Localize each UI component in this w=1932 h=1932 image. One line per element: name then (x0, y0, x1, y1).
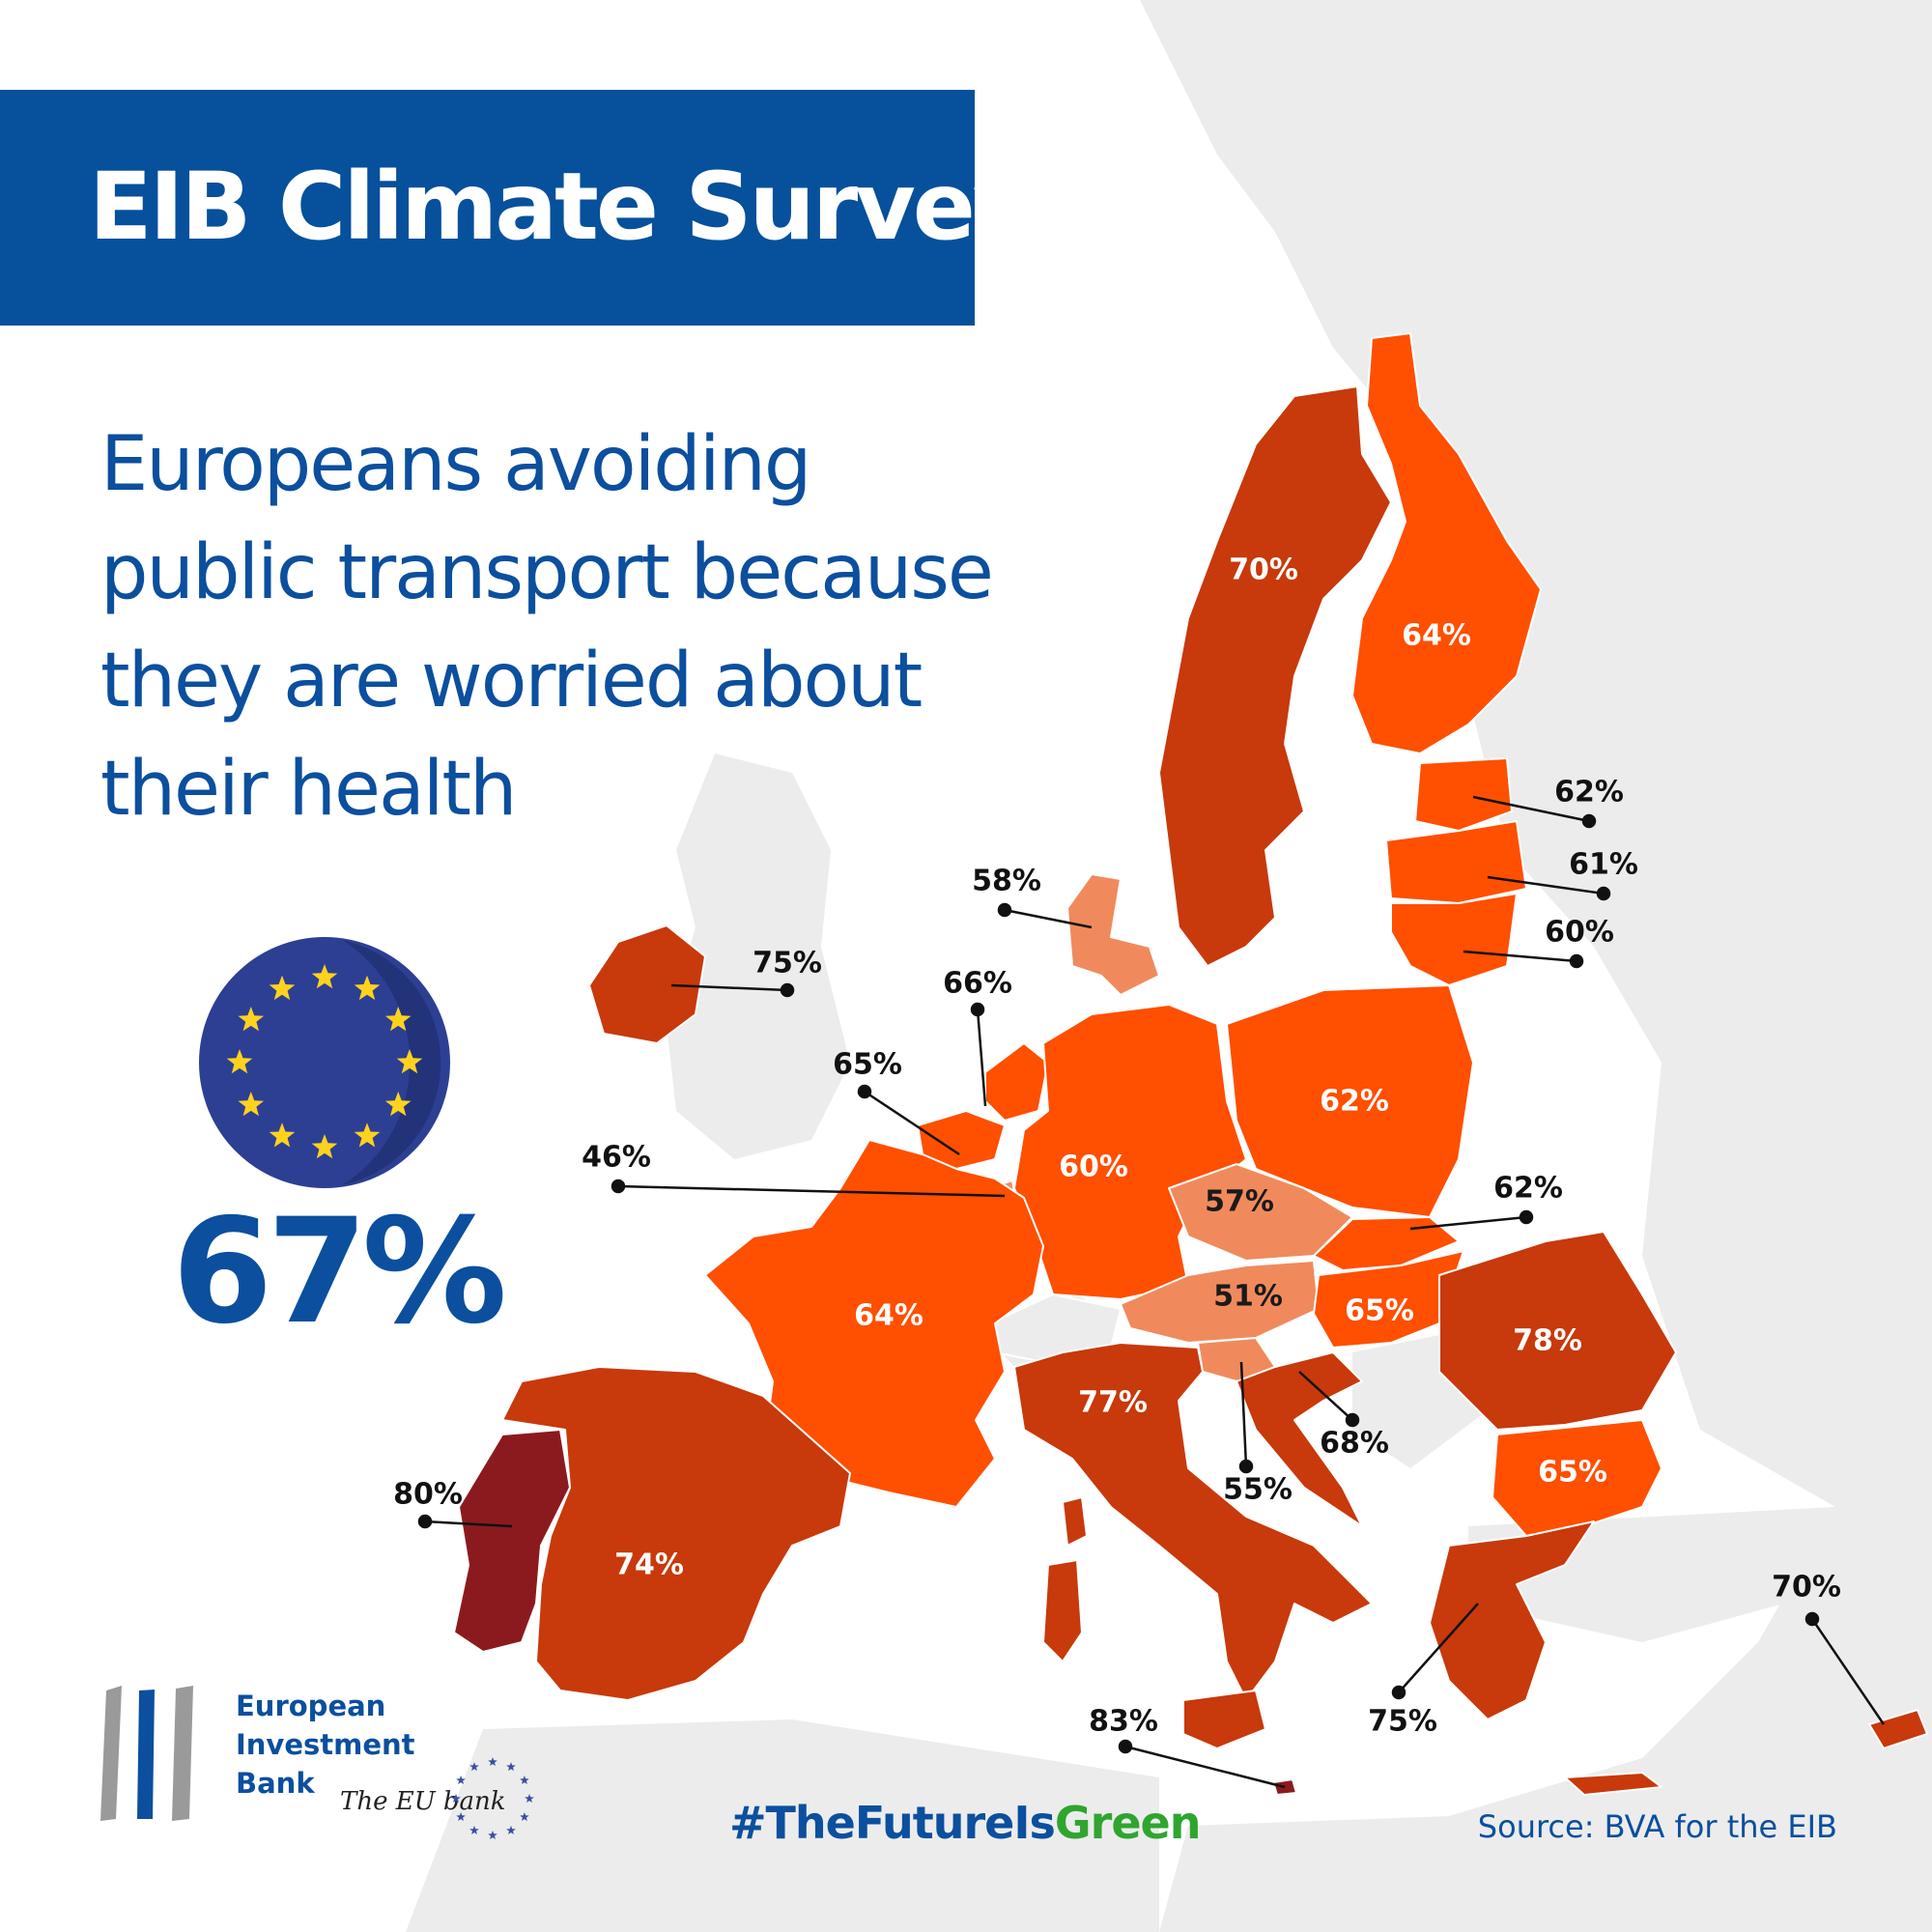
logo-line: European (236, 1690, 386, 1722)
country-cyprus (1868, 1709, 1928, 1749)
headline: Europeans avoiding public transport beca… (100, 411, 1163, 843)
country-spain (501, 1366, 851, 1701)
label-latvia: 61% (1569, 847, 1638, 882)
flag-star-icon (354, 975, 381, 1001)
label-bulgaria: 65% (1538, 1455, 1607, 1490)
country-crete (1564, 1772, 1662, 1796)
label-estonia: 62% (1554, 775, 1624, 810)
label-croatia: 68% (1320, 1426, 1389, 1461)
country-france (704, 1139, 1044, 1508)
logo-star-icon (525, 1794, 534, 1803)
eu-bank-tagline: The EU bank (340, 1787, 506, 1816)
label-belgium: 65% (833, 1047, 902, 1082)
eu-flag-icon (199, 937, 450, 1188)
logo-line: Bank (236, 1767, 315, 1800)
logo-star-icon (451, 1794, 461, 1803)
label-italy: 77% (1078, 1385, 1148, 1420)
eu-average-value: 67% (172, 1188, 507, 1356)
country-romania (1438, 1231, 1677, 1431)
flag-star-icon (238, 1092, 265, 1117)
hashtag-part1: #TheFutureIs (729, 1797, 1056, 1849)
logo-star-icon (488, 1831, 497, 1839)
hashtag: #TheFutureIsGreen (729, 1797, 1202, 1849)
background-land (406, 0, 1932, 1932)
label-cyprus: 70% (1772, 1570, 1841, 1605)
label-portugal: 80% (393, 1477, 463, 1512)
flag-star-icon (384, 1007, 412, 1032)
label-romania: 78% (1513, 1323, 1582, 1358)
logo-star-icon (506, 1825, 516, 1834)
logo-star-icon (520, 1776, 529, 1784)
flag-star-icon (238, 1007, 265, 1032)
country-netherlands (984, 1042, 1049, 1122)
country-bulgaria (1492, 1419, 1662, 1537)
logo-star-icon (469, 1762, 479, 1772)
label-hungary: 65% (1345, 1293, 1414, 1328)
label-greece: 75% (1368, 1704, 1437, 1739)
country-croatia (1236, 1351, 1363, 1527)
logo-star-icon (520, 1812, 529, 1821)
hashtag-part2: Green (1054, 1797, 1202, 1849)
flag-star-icon (396, 1049, 423, 1074)
label-luxembourg: 46% (582, 1140, 651, 1175)
logo-star-icon (456, 1776, 466, 1784)
source-note: Source: BVA for the EIB (1477, 1808, 1837, 1845)
flag-star-icon (311, 1134, 338, 1159)
country-denmark (1066, 873, 1160, 996)
label-germany: 60% (1059, 1150, 1128, 1184)
label-slovakia: 62% (1493, 1171, 1563, 1206)
label-sweden: 70% (1229, 553, 1298, 587)
logo-line: Investment (236, 1728, 415, 1761)
label-spain: 74% (614, 1548, 684, 1582)
headline-line: public transport because (100, 529, 994, 616)
country-ireland (588, 924, 706, 1044)
title-banner (0, 90, 975, 326)
banner-title: EIB Climate Survey (89, 153, 1033, 261)
flag-star-icon (226, 1049, 253, 1074)
eib-logo-icon (100, 1686, 193, 1821)
country-greece (1429, 1520, 1595, 1720)
headline-line: they are worried about (100, 638, 923, 724)
eib-logo-text: European Investment Bank (236, 1687, 415, 1803)
country-corsica (1062, 1496, 1088, 1547)
flag-star-icon (354, 1122, 381, 1148)
flag-star-icon (269, 1122, 296, 1148)
label-austria: 51% (1213, 1279, 1283, 1314)
label-lithuania: 60% (1545, 915, 1614, 950)
logo-star-icon (488, 1757, 497, 1766)
country-estonia (1414, 757, 1513, 832)
star-ring-icon (451, 1757, 534, 1839)
label-finland: 64% (1402, 618, 1471, 653)
label-poland: 62% (1320, 1084, 1389, 1119)
country-hungary (1313, 1250, 1464, 1349)
country-lithuania (1390, 893, 1518, 986)
country-latvia (1385, 820, 1527, 904)
logo-star-icon (469, 1825, 479, 1834)
country-germany (1013, 1004, 1247, 1300)
logo-star-icon (506, 1762, 516, 1772)
headline-line: their health (100, 746, 517, 833)
logo-star-icon (456, 1812, 466, 1821)
country-sicily (1182, 1690, 1266, 1749)
label-france: 64% (854, 1298, 923, 1333)
label-denmark: 58% (972, 864, 1041, 898)
country-portugal (453, 1429, 571, 1653)
flag-star-icon (311, 964, 338, 989)
label-ireland: 75% (753, 946, 822, 980)
headline-line: Europeans avoiding (100, 421, 811, 508)
flag-star-icon (269, 975, 296, 1001)
label-czechia: 57% (1205, 1184, 1274, 1219)
country-finland (1351, 332, 1542, 754)
flag-star-icon (384, 1092, 412, 1117)
country-italy (1013, 1342, 1373, 1701)
country-sardinia (1042, 1559, 1083, 1662)
label-malta: 83% (1089, 1704, 1158, 1739)
label-netherlands: 66% (943, 966, 1012, 1001)
country-slovakia (1313, 1216, 1460, 1271)
label-slovenia: 55% (1223, 1472, 1293, 1507)
country-sweden (1158, 385, 1392, 967)
